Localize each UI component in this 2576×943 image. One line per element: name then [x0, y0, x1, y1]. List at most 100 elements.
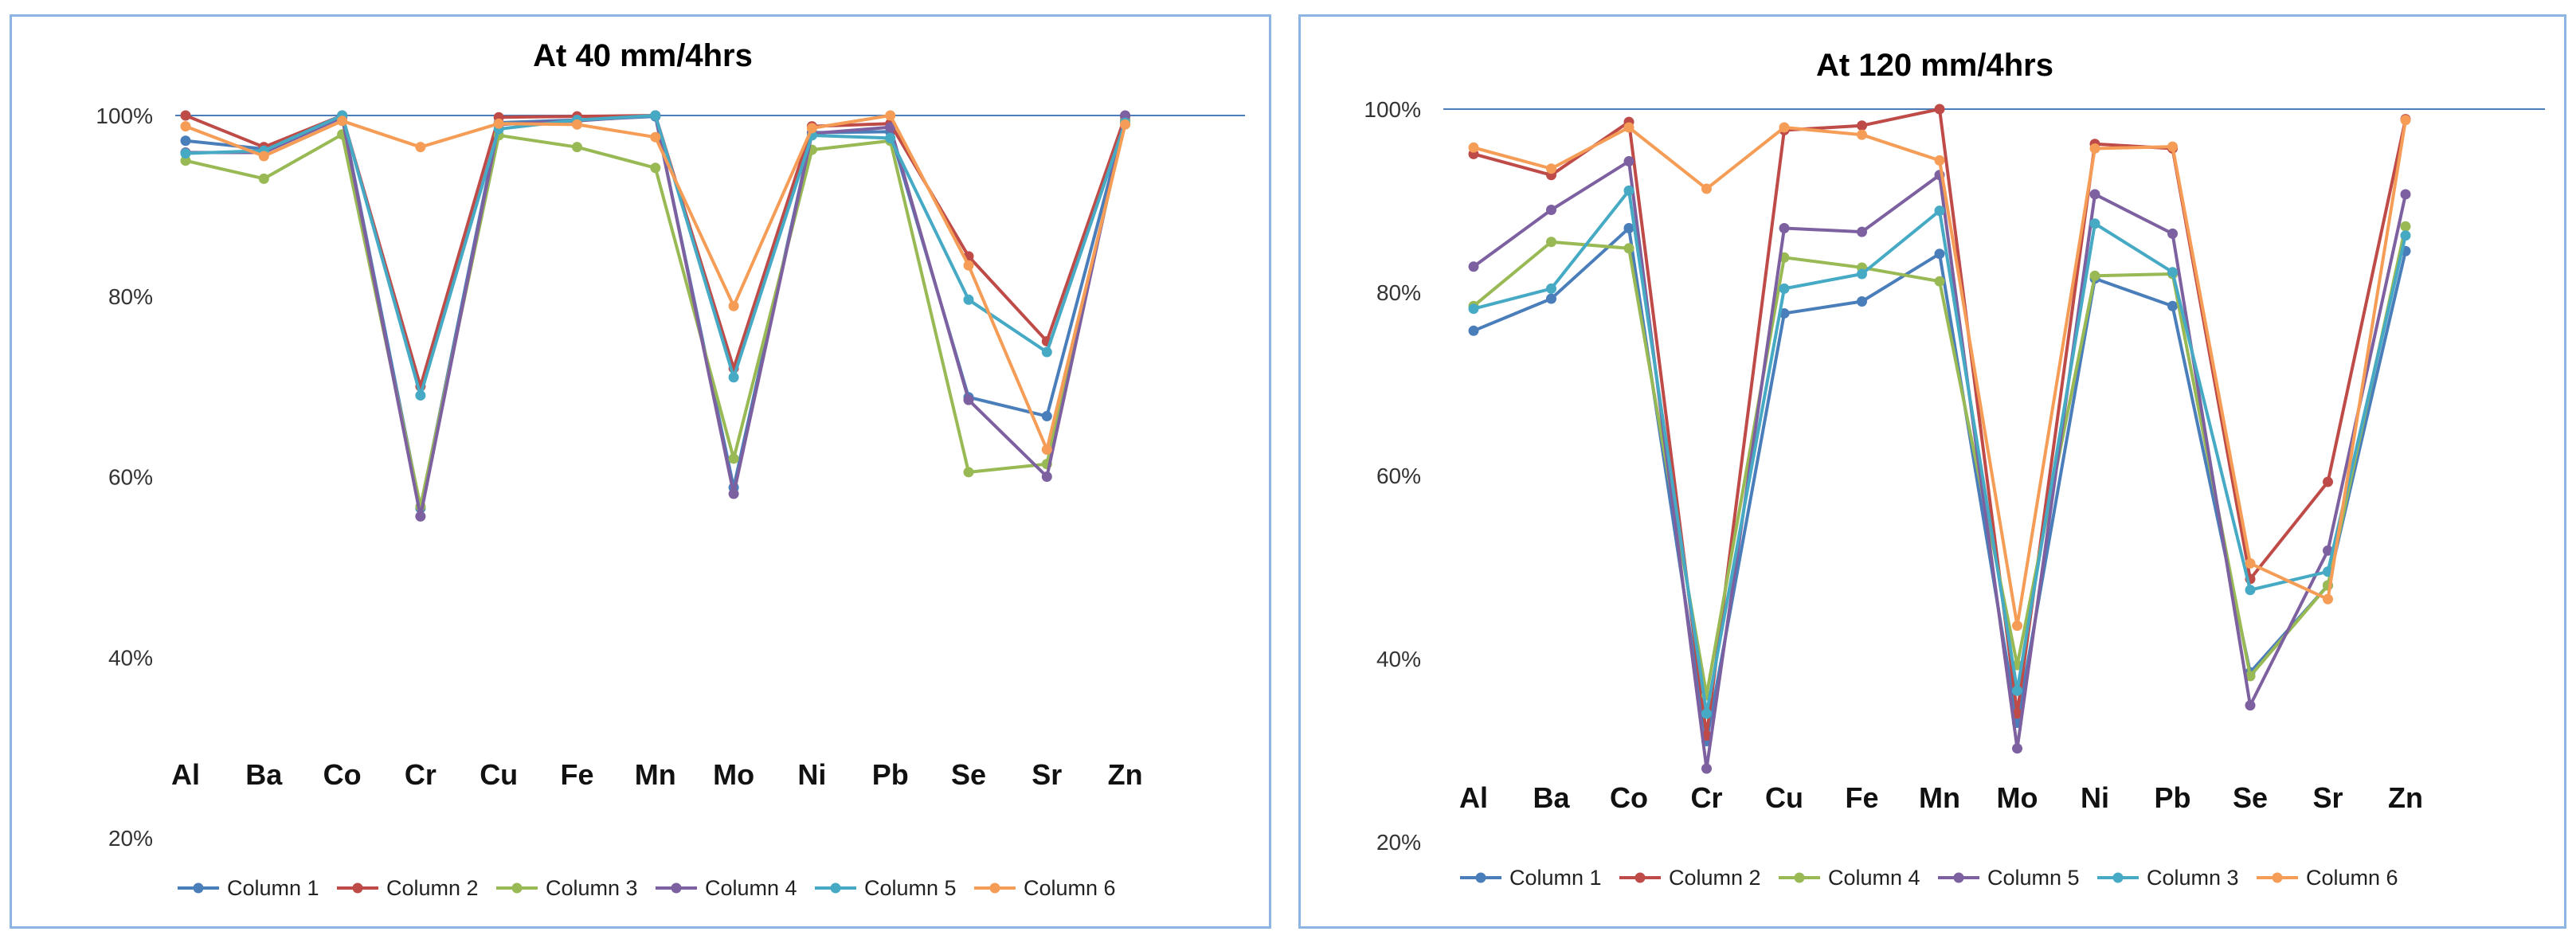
data-point [1623, 185, 1634, 196]
legend-entry-5: Column 5 [815, 876, 957, 900]
legend-marker [2272, 872, 2283, 883]
data-point [650, 162, 661, 174]
data-point [2245, 700, 2256, 711]
x-tick-label: Al [171, 758, 200, 791]
y-tick-label: 100% [1364, 97, 1421, 122]
data-point [1934, 205, 1945, 217]
legend-entry-3: Column 3 [496, 876, 638, 900]
x-tick-label: Fe [1845, 781, 1878, 814]
data-point [415, 511, 426, 522]
data-point [1468, 325, 1479, 336]
series-line-5 [185, 114, 1127, 397]
data-point [885, 110, 896, 121]
data-point [1779, 122, 1790, 133]
data-point [572, 142, 582, 153]
data-point [1623, 122, 1634, 133]
data-point [180, 135, 191, 147]
legend-entry-1: Column 1 [1460, 866, 1602, 890]
data-point [180, 155, 191, 166]
legend-label: Column 3 [546, 876, 638, 900]
x-tick-label: Sr [2312, 781, 2343, 814]
data-point [1857, 120, 1867, 131]
data-point [2089, 270, 2100, 281]
data-point [1623, 223, 1634, 233]
data-point [1779, 223, 1790, 233]
legend-marker [1953, 872, 1964, 883]
data-point [2089, 218, 2100, 229]
x-tick-label: Mn [635, 758, 676, 791]
series-line-2 [185, 114, 1127, 389]
data-point [1857, 129, 1867, 140]
data-point [1857, 268, 1867, 280]
data-point [1468, 261, 1479, 272]
data-point [2089, 143, 2100, 154]
series-line-5 [1473, 189, 2407, 715]
legend-marker [830, 882, 841, 894]
x-tick-label: Zn [2388, 781, 2423, 814]
y-tick-label: 80% [108, 284, 153, 309]
data-point [2012, 743, 2022, 754]
y-tick-label: 60% [1376, 464, 1421, 488]
data-point [2245, 585, 2256, 596]
data-point [2245, 671, 2256, 682]
legend-marker [193, 882, 204, 894]
data-point [1041, 346, 1052, 358]
legend-entry-4: Column 5 [1938, 866, 2080, 890]
data-point [258, 151, 269, 162]
x-tick-label: Mo [713, 758, 754, 791]
data-point [806, 123, 817, 134]
data-point [180, 121, 191, 132]
x-tick-label: Co [323, 758, 362, 791]
data-point [1546, 163, 1556, 174]
data-point [415, 142, 426, 153]
data-point [2167, 267, 2178, 278]
legend-entry-4: Column 4 [656, 876, 797, 900]
data-point [415, 389, 426, 401]
legend-entry-6: Column 6 [974, 876, 1116, 900]
y-tick-label: 40% [1376, 647, 1421, 671]
legend-marker [1634, 872, 1646, 883]
data-point [493, 118, 504, 129]
data-point [1041, 444, 1052, 455]
x-tick-label: Pb [872, 758, 909, 791]
legend-marker [1475, 872, 1486, 883]
data-point [2400, 221, 2411, 232]
data-point [963, 294, 974, 305]
legend-marker [989, 882, 1000, 894]
legend-label: Column 1 [227, 876, 319, 900]
chart-panel-40mm: At 40 mm/4hrs 20% 40% 60% 80% 100% Al Ba Co Cr Cu… [10, 14, 1271, 929]
data-point [2012, 620, 2022, 632]
data-point [1120, 110, 1131, 121]
data-point [1546, 283, 1556, 294]
data-point [728, 300, 739, 311]
data-point [2167, 300, 2178, 311]
series-line-1 [1473, 226, 2407, 743]
x-tick-label: Ni [797, 758, 826, 791]
x-tick-label: Cr [1690, 781, 1722, 814]
y-tick-label: 60% [108, 465, 153, 490]
data-point [1546, 205, 1556, 215]
x-tick-label: Mo [1997, 781, 2038, 814]
legend-entry-5: Column 3 [2097, 866, 2239, 890]
chart-120mm-svg: At 120 mm/4hrs 20% 40% 60% 80% 100% Al Ba Co Cr C… [1364, 48, 2545, 890]
legend-marker [1794, 872, 1805, 883]
legend-marker [2112, 872, 2124, 883]
data-point [1701, 183, 1712, 194]
data-point [1041, 472, 1052, 482]
data-point [2089, 189, 2100, 200]
data-point [1701, 763, 1712, 774]
data-point [572, 119, 582, 130]
data-point [2012, 685, 2022, 696]
data-point [728, 453, 739, 464]
x-tick-label: Co [1610, 781, 1648, 814]
legend-label: Column 6 [2306, 866, 2398, 890]
data-point [1857, 226, 1867, 237]
x-tick-label: Cr [405, 758, 437, 791]
data-point [2167, 141, 2178, 152]
x-tick-label: Zn [1108, 758, 1143, 791]
legend-label: Column 2 [386, 876, 479, 900]
series-line-3 [185, 120, 1127, 508]
data-point [1934, 248, 1945, 260]
data-point [963, 394, 974, 405]
legend-label: Column 6 [1024, 876, 1116, 900]
